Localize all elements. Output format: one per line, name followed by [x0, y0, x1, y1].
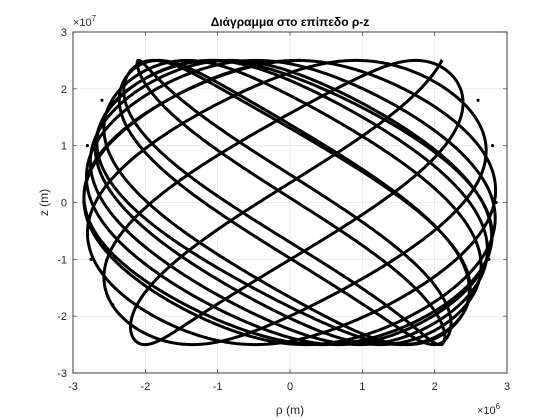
x-exponent-label: ×106 [477, 402, 501, 417]
y-exponent-base: ×10 [73, 17, 92, 29]
x-tick-label: -1 [213, 381, 223, 393]
trajectory-point [111, 303, 115, 307]
x-tick-label: -2 [140, 381, 150, 393]
svg-text:×107: ×107 [73, 14, 97, 29]
trajectory-point [491, 144, 495, 148]
y-axis-label: z (m) [37, 189, 51, 216]
trajectory-point [100, 98, 104, 102]
trajectory-point [85, 144, 89, 148]
y-tick-label: -1 [57, 254, 67, 266]
data-layer [82, 58, 498, 347]
x-tick-label: -3 [68, 381, 78, 393]
trajectory-point [476, 98, 480, 102]
x-tick-label: 2 [432, 381, 438, 393]
y-exponent-label: ×107 [73, 14, 97, 29]
trajectory-point [89, 257, 93, 261]
x-tick-label: 3 [504, 381, 510, 393]
y-tick-label: 1 [61, 141, 67, 153]
trajectory-point [465, 303, 469, 307]
y-exponent-power: 7 [92, 14, 97, 23]
y-tick-label: 3 [61, 27, 67, 39]
y-tick-label: -2 [57, 311, 67, 323]
trajectory-point [82, 201, 86, 204]
chart-title: Διάγραμμα στο επίπεδο ρ-z [211, 15, 370, 29]
x-exponent-power: 6 [496, 402, 501, 411]
trajectory-point [440, 343, 444, 347]
x-axis-label: ρ (m) [276, 403, 304, 417]
x-tick-label: 1 [359, 381, 365, 393]
x-exponent-base: ×10 [477, 405, 496, 417]
trajectory-point [487, 257, 491, 261]
tick-labels: -3 -2 -1 0 1 2 3 -3 -2 -1 0 1 2 3 [57, 27, 510, 393]
trajectory-line [82, 58, 498, 347]
svg-text:×106: ×106 [477, 402, 501, 417]
y-tick-label: 0 [61, 198, 67, 210]
trajectory-point [494, 201, 498, 204]
y-tick-label: -3 [57, 368, 67, 380]
ticks [72, 31, 508, 374]
x-tick-label: 0 [287, 381, 293, 393]
trajectory-point [136, 58, 140, 62]
y-tick-label: 2 [61, 84, 67, 96]
